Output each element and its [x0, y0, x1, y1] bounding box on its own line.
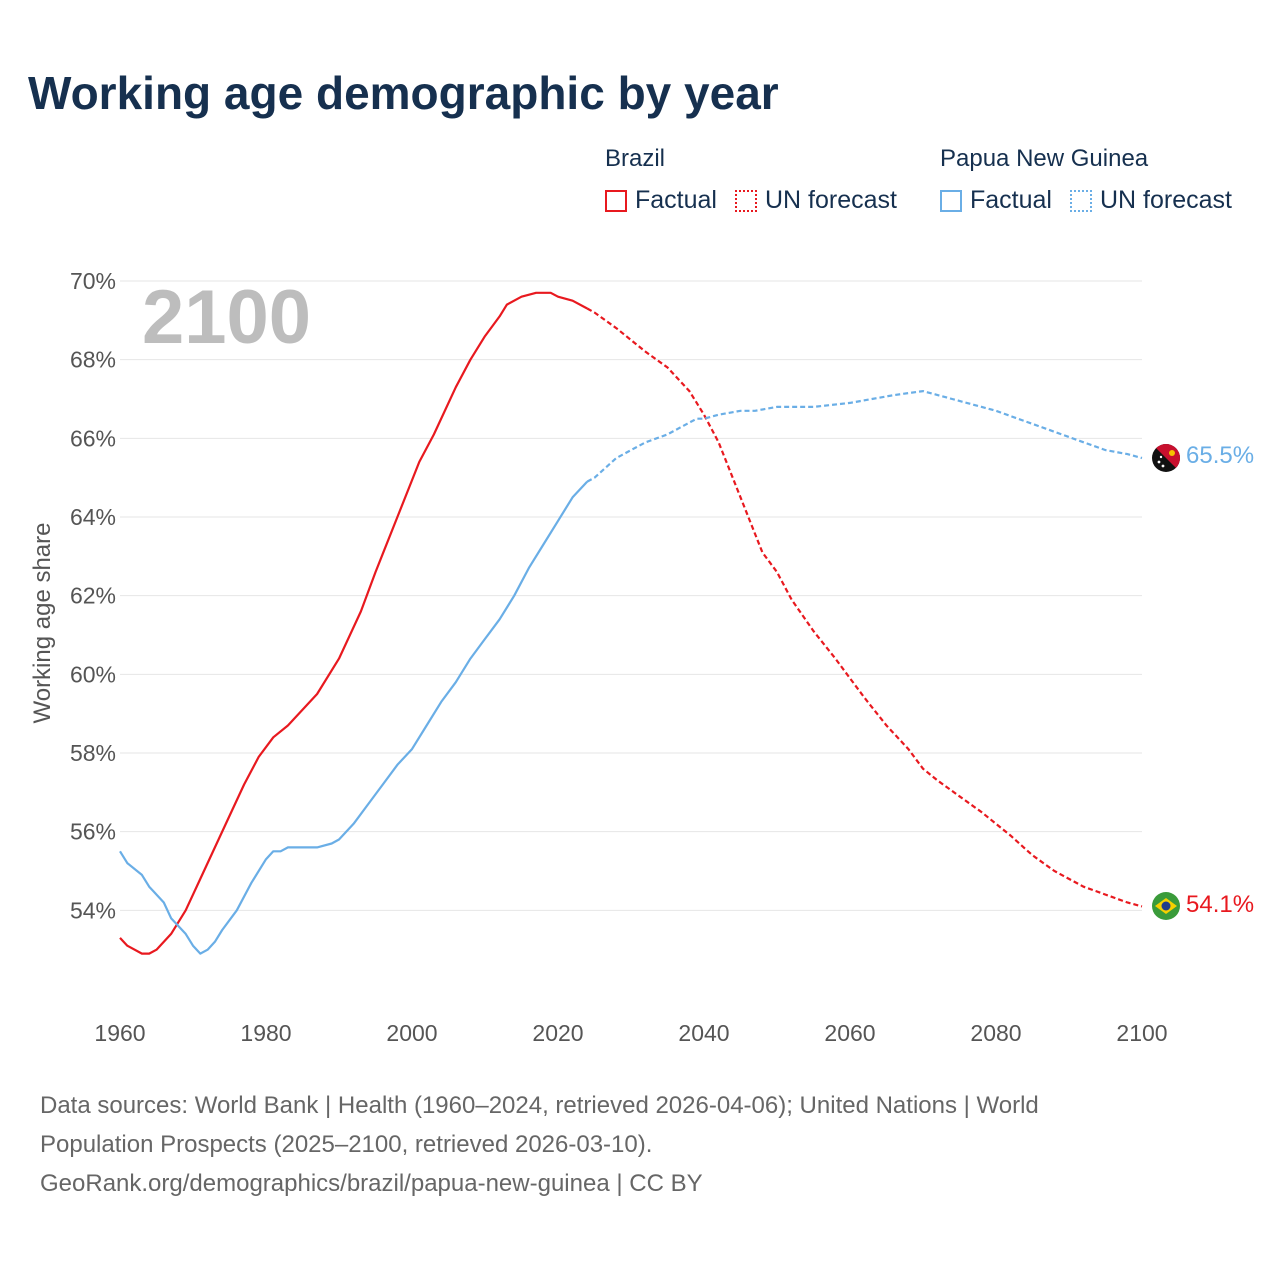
- source-line-3: GeoRank.org/demographics/brazil/papua-ne…: [40, 1170, 703, 1197]
- y-tick-label: 56%: [70, 819, 116, 845]
- png-flag-icon: [1152, 444, 1180, 472]
- y-tick-label: 66%: [70, 425, 116, 451]
- series-line-papua-new-guinea-factual: [119, 480, 589, 955]
- chart-title: Working age demographic by year: [28, 67, 779, 119]
- legend-label: Factual: [635, 186, 717, 214]
- x-tick-label: 2040: [678, 1020, 729, 1046]
- legend-swatch-dotted-icon: [1069, 189, 1092, 212]
- source-line-2: Population Prospects (2025–2100, retriev…: [40, 1131, 653, 1158]
- y-tick-label: 54%: [70, 897, 116, 923]
- y-tick-label: 68%: [70, 347, 116, 373]
- legend-label: UN forecast: [1099, 186, 1232, 214]
- x-tick-label: 2080: [970, 1020, 1021, 1046]
- legend-item-png-forecast[interactable]: UN forecast: [1069, 186, 1232, 215]
- legend-swatch-solid-icon: [940, 189, 962, 212]
- brazil-end-label: 54.1%: [1186, 891, 1254, 918]
- x-tick-label: 2100: [1116, 1020, 1167, 1046]
- x-tick-label: 1960: [94, 1020, 145, 1046]
- legend-label: Factual: [970, 186, 1052, 214]
- legend-swatch-solid-icon: [605, 189, 627, 212]
- y-tick-label: 64%: [70, 504, 116, 530]
- brazil-flag-icon: [1152, 892, 1180, 920]
- legend-swatch-dotted-icon: [734, 189, 757, 212]
- y-tick-label: 58%: [70, 740, 116, 766]
- legend-group-brazil: Brazil Factual UN forecast: [605, 144, 915, 215]
- legend-country-brazil: Brazil: [605, 145, 666, 172]
- x-tick-label: 2020: [532, 1020, 583, 1046]
- source-note: Data sources: World Bank | Health (1960–…: [40, 1086, 1220, 1203]
- y-tick-label: 70%: [70, 268, 116, 294]
- png-end-label: 65.5%: [1186, 442, 1254, 469]
- x-tick-label: 2060: [824, 1020, 875, 1046]
- line-chart: 54% 56% 58% 60% 62% 64% 66% 68% 70% 1960 1980 2000…: [29, 268, 1254, 1046]
- y-axis-ticks: 54% 56% 58% 60% 62% 64% 66% 68% 70%: [70, 268, 116, 923]
- series-line-brazil-factual: [119, 291, 588, 955]
- year-watermark: 2100: [142, 275, 311, 360]
- legend-item-png-factual[interactable]: Factual: [940, 186, 1052, 215]
- x-tick-label: 1980: [240, 1020, 291, 1046]
- legend-item-brazil-factual[interactable]: Factual: [605, 186, 717, 215]
- source-line-1: Data sources: World Bank | Health (1960–…: [40, 1092, 1039, 1119]
- y-tick-label: 62%: [70, 583, 116, 609]
- series-line-papua-new-guinea-forecast: [586, 389, 1143, 483]
- x-axis-ticks: 1960 1980 2000 2020 2040 2060 2080 2100: [94, 1020, 1167, 1046]
- x-tick-label: 2000: [386, 1020, 437, 1046]
- legend-country-png: Papua New Guinea: [940, 145, 1149, 172]
- y-axis-label: Working age share: [29, 523, 56, 724]
- y-tick-label: 60%: [70, 661, 116, 687]
- series: [119, 291, 1143, 955]
- legend-label: UN forecast: [764, 186, 897, 214]
- legend-group-png: Papua New Guinea Factual UN forecast: [940, 144, 1250, 215]
- legend-item-brazil-forecast[interactable]: UN forecast: [734, 186, 897, 215]
- grid: [120, 280, 1142, 911]
- series-line-brazil-forecast: [586, 307, 1143, 908]
